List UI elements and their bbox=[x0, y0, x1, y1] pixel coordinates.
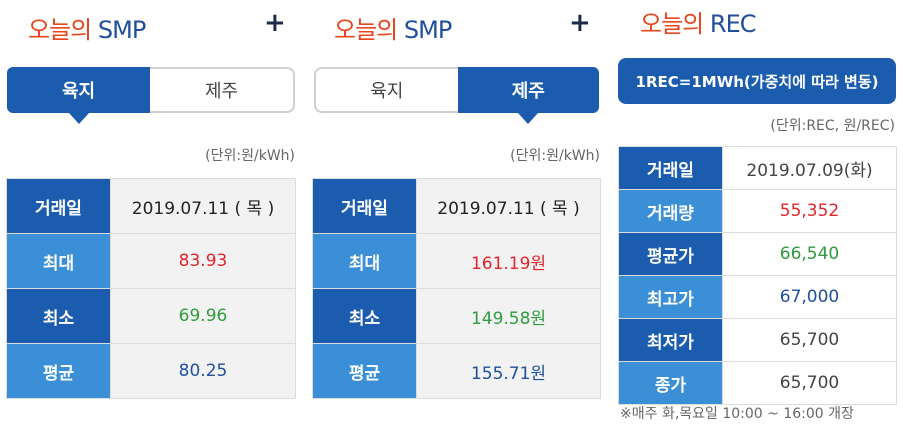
max-value: 83.93 bbox=[110, 233, 296, 289]
tab-mainland[interactable]: 육지 bbox=[370, 81, 404, 102]
tab-jeju[interactable]: 제주 bbox=[457, 67, 599, 113]
row-label-date: 거래일 bbox=[6, 178, 111, 234]
rec-table: 거래일 2019.07.09(화) 거래량 55,352 평균가 66,540 … bbox=[618, 146, 897, 405]
panel1-unit: (단위:원/kWh) bbox=[205, 148, 295, 164]
row-label-high-price: 최고가 bbox=[618, 275, 723, 319]
row-label-volume: 거래량 bbox=[618, 189, 723, 233]
table-row: 최대 161.19원 bbox=[312, 233, 601, 289]
row-label-avg: 평균 bbox=[6, 343, 111, 399]
table-row: 최소 149.58원 bbox=[312, 288, 601, 344]
table-row: 평균 155.71원 bbox=[312, 343, 601, 399]
tab-jeju[interactable]: 제주 bbox=[204, 81, 239, 102]
row-label-close-price: 종가 bbox=[618, 361, 723, 405]
table-row: 최저가 65,700 bbox=[618, 318, 897, 362]
panel1-smp-table: 거래일 2019.07.11 ( 목 ) 최대 83.93 최소 69.96 평… bbox=[6, 178, 296, 399]
table-row: 최고가 67,000 bbox=[618, 275, 897, 319]
table-row: 최소 69.96 bbox=[6, 288, 296, 344]
volume-value: 55,352 bbox=[722, 189, 897, 233]
trade-date-value: 2019.07.11 ( 목 ) bbox=[416, 178, 601, 234]
rec-info-button[interactable]: 1REC=1MWh(가중치에 따라 변동) bbox=[618, 58, 896, 104]
low-price-value: 65,700 bbox=[722, 318, 897, 362]
row-label-max: 최대 bbox=[6, 233, 111, 289]
row-label-date: 거래일 bbox=[618, 146, 723, 190]
row-label-min: 최소 bbox=[312, 288, 417, 344]
high-price-value: 67,000 bbox=[722, 275, 897, 319]
plus-sign-2: + bbox=[569, 8, 591, 38]
min-value: 69.96 bbox=[110, 288, 296, 344]
table-row: 평균가 66,540 bbox=[618, 232, 897, 276]
avg-value: 80.25 bbox=[110, 343, 296, 399]
max-value: 161.19원 bbox=[416, 233, 601, 289]
table-row: 거래일 2019.07.11 ( 목 ) bbox=[312, 178, 601, 234]
panel2-unit: (단위:원/kWh) bbox=[510, 148, 600, 164]
panel2-title: 오늘의 SMP bbox=[334, 16, 452, 44]
table-row: 거래일 2019.07.11 ( 목 ) bbox=[6, 178, 296, 234]
table-row: 종가 65,700 bbox=[618, 361, 897, 405]
panel2-region-tabs: 육지 제주 bbox=[314, 67, 599, 113]
close-price-value: 65,700 bbox=[722, 361, 897, 405]
panel2-smp-table: 거래일 2019.07.11 ( 목 ) 최대 161.19원 최소 149.5… bbox=[312, 178, 601, 399]
panel3-title: 오늘의 REC bbox=[640, 10, 756, 38]
tab-mainland[interactable]: 육지 bbox=[7, 67, 150, 113]
trade-date-value: 2019.07.09(화) bbox=[722, 146, 897, 190]
avg-value: 155.71원 bbox=[416, 343, 601, 399]
row-label-avg: 평균 bbox=[312, 343, 417, 399]
panel1-title: 오늘의 SMP bbox=[28, 16, 146, 44]
market-hours-note: ※매주 화,목요일 10:00 ~ 16:00 개장 bbox=[620, 406, 854, 422]
row-label-min: 최소 bbox=[6, 288, 111, 344]
plus-sign-1: + bbox=[264, 8, 286, 38]
table-row: 최대 83.93 bbox=[6, 233, 296, 289]
table-row: 거래일 2019.07.09(화) bbox=[618, 146, 897, 190]
row-label-date: 거래일 bbox=[312, 178, 417, 234]
table-row: 거래량 55,352 bbox=[618, 189, 897, 233]
row-label-max: 최대 bbox=[312, 233, 417, 289]
panel1-region-tabs: 육지 제주 bbox=[7, 67, 295, 113]
avg-price-value: 66,540 bbox=[722, 232, 897, 276]
row-label-avg-price: 평균가 bbox=[618, 232, 723, 276]
trade-date-value: 2019.07.11 ( 목 ) bbox=[110, 178, 296, 234]
table-row: 평균 80.25 bbox=[6, 343, 296, 399]
row-label-low-price: 최저가 bbox=[618, 318, 723, 362]
min-value: 149.58원 bbox=[416, 288, 601, 344]
panel3-unit: (단위:REC, 원/REC) bbox=[770, 118, 895, 134]
